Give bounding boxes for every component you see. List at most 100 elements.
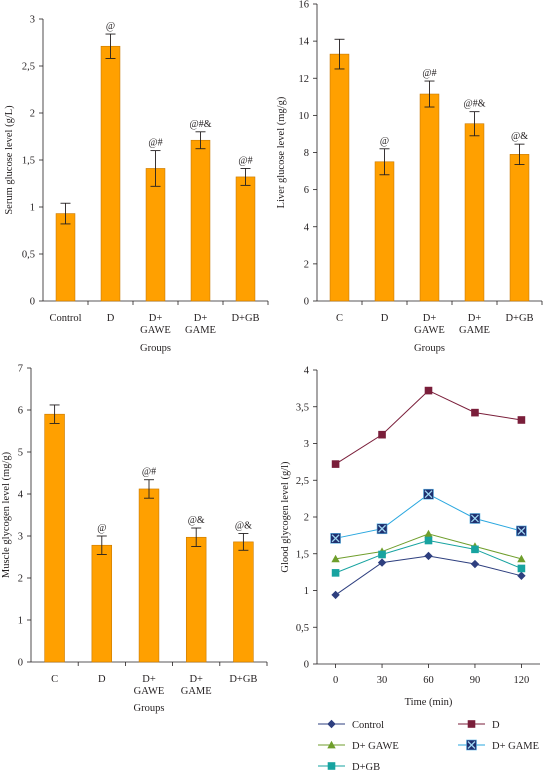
data-point: [331, 569, 340, 577]
y-tick-label: 1: [30, 203, 35, 214]
y-tick-label: 10: [299, 111, 310, 122]
legend-marker: [327, 740, 336, 749]
data-point: [378, 430, 386, 439]
data-point: [331, 460, 340, 468]
category-label: GAME: [181, 686, 212, 697]
x-tick-label: 0: [333, 675, 338, 686]
data-point: [471, 545, 479, 554]
bar: [100, 45, 121, 302]
bar: [138, 488, 160, 663]
significance-label: @#&: [464, 99, 486, 110]
y-tick-label: 1: [304, 586, 309, 597]
category-label: D+GB: [505, 313, 533, 324]
bar: [329, 53, 350, 302]
data-point: [378, 550, 386, 559]
bar: [190, 139, 211, 302]
y-tick-label: 2: [304, 259, 309, 270]
y-tick-label: 2,5: [22, 62, 35, 73]
data-point: [424, 536, 433, 545]
data-point: [377, 558, 387, 567]
y-tick-label: 2: [18, 574, 23, 585]
data-point: [517, 554, 526, 563]
y-tick-label: 0: [304, 297, 309, 308]
y-axis-label: Glood glycogen level (g/l): [280, 461, 291, 573]
significance-label: @: [106, 21, 115, 32]
legend-marker: [327, 762, 336, 770]
category-label: GAWE: [140, 325, 171, 336]
y-tick-label: 2,5: [296, 476, 309, 487]
time-chart-legend: Control D D+ GAWE D+ GAME D+GB: [318, 719, 539, 770]
data-point-cross: [331, 534, 340, 543]
significance-label: @#: [238, 155, 252, 166]
category-label: D: [98, 674, 106, 685]
y-axis-label: Liver glucose level (mg/g): [276, 96, 287, 208]
y-tick-label: 4: [18, 490, 24, 501]
data-point: [424, 529, 433, 538]
significance-label: @&: [511, 131, 528, 142]
significance-label: @&: [188, 515, 205, 526]
y-tick-label: 4: [304, 222, 310, 233]
y-tick-label: 4: [304, 366, 310, 377]
bar: [44, 413, 65, 663]
y-tick-label: 0: [30, 297, 35, 308]
category-label: D: [381, 313, 389, 324]
data-point-cross: [470, 514, 479, 523]
significance-label: @#: [142, 467, 156, 478]
category-label: D+: [189, 674, 203, 685]
y-tick-label: 2: [30, 109, 35, 120]
bar: [419, 93, 440, 302]
y-tick-label: 14: [299, 37, 310, 48]
muscle-glycogen-chart: 0 1 2 3 4 5 6 7 Muscle glycogen level (mg/g) C @ D @…: [1, 364, 268, 714]
data-point-cross: [517, 527, 526, 535]
legend-marker: [467, 720, 476, 728]
y-tick-label: 5: [18, 448, 23, 459]
data-point-cross: [424, 490, 433, 499]
category-label: GAME: [185, 325, 216, 336]
significance-label: @: [380, 136, 389, 147]
significance-label: @&: [235, 520, 252, 531]
bar: [374, 161, 395, 302]
data-point: [331, 554, 340, 563]
bar: [91, 544, 113, 663]
significance-label: @#: [148, 138, 162, 149]
y-tick-label: 1,5: [22, 156, 35, 167]
x-tick-label: 90: [470, 675, 481, 686]
category-label: C: [336, 313, 343, 324]
y-tick-label: 0: [304, 660, 309, 671]
data-point: [331, 590, 340, 600]
y-tick-label: 3: [304, 439, 309, 450]
category-label: D+: [142, 674, 156, 685]
y-tick-label: 3: [30, 15, 35, 26]
category-label: D+: [423, 313, 437, 324]
significance-label: @#: [422, 68, 436, 79]
legend-label: D: [492, 720, 500, 731]
y-tick-label: 16: [299, 0, 310, 11]
category-label: D+: [194, 313, 208, 324]
category-label: GAWE: [134, 686, 165, 697]
legend-marker: [327, 719, 336, 729]
x-axis-label: Groups: [134, 703, 165, 714]
liver-glucose-chart: 0 2 4 6 8 10 12 14 16 Liver glucose level (mg/g) C…: [276, 0, 543, 354]
bar: [55, 213, 76, 302]
series-line: [335, 389, 522, 465]
y-tick-label: 12: [299, 74, 310, 85]
y-tick-label: 2: [304, 513, 309, 524]
category-label: D+: [149, 313, 163, 324]
significance-label: @: [97, 523, 106, 534]
bar: [235, 176, 256, 302]
category-label: Control: [49, 313, 81, 324]
bar: [185, 536, 207, 663]
data-point: [424, 551, 433, 561]
category-label: D+GB: [229, 674, 257, 685]
y-tick-label: 6: [18, 406, 23, 417]
category-label: GAME: [459, 325, 490, 336]
bar: [145, 168, 166, 302]
x-tick-label: 120: [514, 675, 530, 686]
y-tick-label: 1,5: [296, 549, 309, 560]
legend-label: D+ GAWE: [352, 741, 399, 752]
y-tick-label: 7: [18, 364, 23, 375]
data-point: [470, 559, 480, 569]
x-axis-label: Time (min): [405, 697, 453, 708]
category-label: D+GB: [231, 313, 259, 324]
bar: [509, 154, 530, 302]
